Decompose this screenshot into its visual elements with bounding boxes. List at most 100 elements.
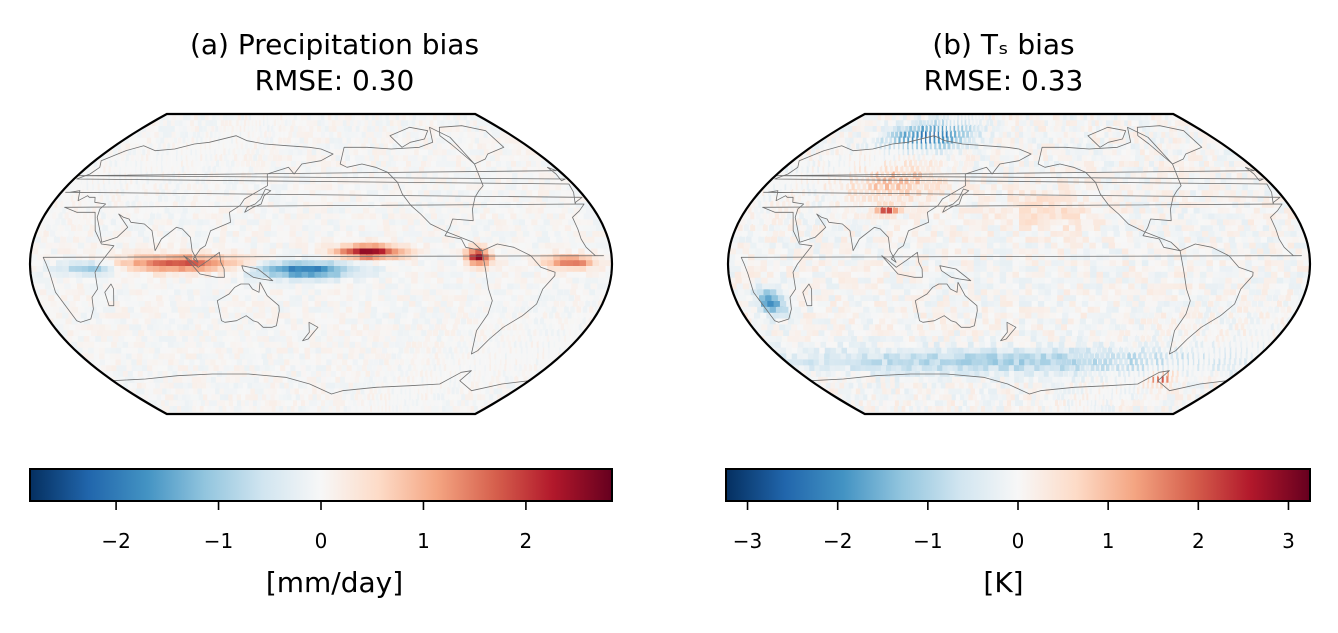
bias-cell: [577, 194, 589, 202]
bias-cell: [136, 154, 139, 161]
bias-cell: [1059, 399, 1062, 406]
bias-cell: [532, 305, 538, 313]
bias-cell: [421, 329, 427, 336]
bias-cell: [409, 148, 419, 156]
bias-cell: [298, 346, 306, 354]
bias-cell: [437, 346, 442, 354]
coastline-north-america: [339, 126, 484, 252]
bias-cell: [139, 224, 146, 231]
bias-cell: [405, 270, 413, 278]
bias-cell: [110, 288, 120, 296]
bias-cell: [226, 229, 234, 237]
bias-cell: [489, 194, 500, 202]
bias-cell: [1161, 404, 1168, 412]
bias-cell: [325, 387, 331, 395]
bias-cell: [338, 142, 346, 150]
coastline-antarctica: [112, 370, 530, 414]
bias-cell: [403, 200, 413, 208]
bias-cell: [316, 369, 323, 377]
bias-cell: [348, 381, 354, 389]
bias-cell: [227, 194, 234, 202]
bias-cell: [392, 264, 400, 272]
bias-cell: [455, 183, 465, 191]
bias-cell: [162, 340, 173, 348]
bias-cell: [552, 247, 561, 255]
bias-cell: [64, 189, 67, 196]
bias-cell: [145, 159, 148, 167]
bias-cell: [108, 177, 110, 185]
bias-cell: [82, 253, 90, 261]
bias-cell: [445, 340, 450, 348]
bias-cell: [270, 114, 272, 121]
bias-cell: [376, 212, 385, 220]
bias-cell: [299, 393, 307, 401]
bias-cell: [423, 282, 431, 290]
bias-cell: [996, 404, 1003, 412]
bias-cell: [420, 404, 425, 412]
bias-cell: [573, 229, 583, 237]
bias-cell: [306, 154, 313, 161]
bias-cell: [203, 329, 213, 336]
bias-cell: [1170, 387, 1175, 395]
bias-cell: [454, 364, 456, 371]
bias-cell: [564, 241, 573, 249]
bias-cell: [364, 218, 373, 226]
bias-cell: [342, 393, 347, 401]
bias-cell: [205, 119, 210, 126]
bias-cell: [353, 241, 361, 249]
bias-cell: [518, 218, 529, 226]
bias-cell: [408, 177, 418, 185]
bias-cell: [1083, 399, 1085, 406]
bias-cell: [501, 276, 509, 284]
bias-cell: [427, 183, 437, 191]
bias-cell: [514, 375, 519, 383]
bias-cell: [476, 264, 484, 272]
bias-cell: [353, 119, 361, 126]
bias-cell: [567, 229, 577, 237]
bias-cell: [293, 399, 300, 406]
bias-cell: [178, 270, 187, 278]
bias-cell: [233, 305, 242, 313]
bias-cell: [367, 334, 374, 342]
bias-cell: [123, 235, 131, 243]
bias-cell: [354, 393, 359, 401]
bias-cell: [247, 124, 249, 132]
bias-cell: [66, 235, 73, 243]
bias-cell: [372, 270, 381, 278]
bias-cell: [462, 381, 465, 389]
bias-cell: [484, 194, 494, 202]
bias-cell: [588, 317, 592, 325]
bias-cell: [289, 241, 297, 249]
bias-cell: [1034, 404, 1038, 412]
bias-cell: [1027, 393, 1033, 401]
bias-cell: [146, 270, 155, 278]
bias-cell: [147, 183, 151, 191]
bias-cell: [206, 294, 216, 301]
bias-cell: [605, 270, 612, 278]
bias-cell: [171, 305, 181, 313]
colorbar: [29, 468, 613, 502]
bias-cell: [541, 358, 544, 366]
bias-cell: [291, 323, 299, 331]
bias-cell: [409, 294, 417, 301]
bias-cell: [190, 114, 197, 121]
bias-cell: [305, 165, 312, 173]
bias-cell: [984, 404, 992, 412]
bias-cell: [184, 200, 190, 208]
bias-cell: [169, 136, 173, 144]
bias-cell: [225, 375, 235, 383]
bias-cell: [256, 369, 265, 377]
bias-cell: [433, 393, 436, 401]
bias-cell: [284, 317, 293, 325]
bias-cell: [452, 189, 462, 196]
bias-cell: [210, 358, 220, 366]
bias-cell: [372, 189, 381, 196]
bias-cell: [202, 305, 212, 313]
bias-cell: [1064, 404, 1067, 412]
bias-cell: [424, 259, 433, 266]
bias-cell: [456, 311, 463, 319]
bias-cell: [190, 177, 194, 185]
bias-cell: [203, 124, 207, 132]
bias-cell: [357, 212, 366, 220]
bias-cell: [162, 142, 166, 150]
